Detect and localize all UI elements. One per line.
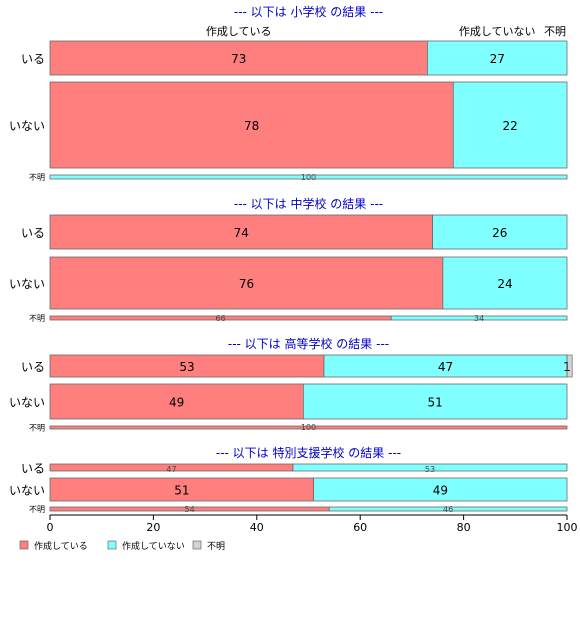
panel-title: --- 以下は 高等学校 の結果 --- [228, 336, 389, 351]
bar-frame [49, 174, 568, 180]
data-label: 51 [174, 484, 189, 498]
legend-swatch [192, 540, 202, 550]
bar-segment [432, 214, 568, 250]
x-tick-label: 60 [353, 521, 367, 534]
bar-segment [452, 81, 568, 169]
bar-frame [49, 425, 568, 430]
data-label: 34 [474, 314, 484, 323]
row-label: いない [9, 484, 45, 498]
data-label: 49 [433, 484, 448, 498]
column-header-label: 作成していない [459, 25, 536, 38]
data-label: 76 [239, 277, 254, 291]
data-label: 53 [179, 360, 194, 374]
panel-title: --- 以下は 中学校 の結果 --- [234, 196, 383, 211]
panel-title: --- 以下は 小学校 の結果 --- [234, 4, 383, 19]
bar-segment [49, 214, 433, 250]
column-header-label: 作成している [206, 25, 272, 38]
row-label: 不明 [29, 424, 45, 433]
data-label: 51 [428, 396, 443, 410]
bar-frame [49, 315, 568, 321]
data-label: 73 [231, 52, 246, 66]
row-label: いない [9, 396, 45, 410]
row-label: いる [21, 360, 45, 374]
row-label: いる [21, 226, 45, 240]
bar-segment [49, 256, 444, 310]
data-label: 100 [301, 423, 316, 432]
legend-label: 不明 [207, 541, 225, 552]
row-label: 不明 [29, 505, 45, 514]
data-label: 47 [166, 465, 176, 474]
data-label: 66 [216, 314, 226, 323]
data-label: 47 [438, 360, 453, 374]
legend-label: 作成している [34, 540, 88, 552]
column-header-label: 不明 [544, 25, 566, 38]
bar-frame [49, 256, 568, 310]
row-label: いない [9, 277, 45, 291]
data-label: 24 [497, 277, 512, 291]
bar-frame [49, 214, 568, 250]
row-label: 不明 [29, 173, 45, 182]
data-label: 78 [244, 119, 259, 133]
data-label: 100 [301, 173, 316, 182]
row-label: いない [9, 119, 45, 133]
data-label: 26 [492, 226, 507, 240]
data-label: 54 [184, 505, 194, 514]
row-label: いる [21, 52, 45, 66]
bar-frame [49, 354, 568, 378]
data-label: 49 [169, 396, 184, 410]
bar-frame [49, 477, 568, 502]
bar-frame [49, 383, 568, 420]
legend-swatch [107, 540, 117, 550]
data-label: 22 [502, 119, 517, 133]
legend-swatch [19, 540, 29, 550]
bar-frame [49, 463, 568, 472]
x-tick-label: 20 [146, 521, 160, 534]
bar-frame [49, 40, 568, 76]
panel-title: --- 以下は 特別支援学校 の結果 --- [216, 445, 401, 460]
x-tick-label: 40 [250, 521, 264, 534]
data-label: 53 [425, 465, 435, 474]
bar-segment [49, 40, 428, 76]
data-label: 46 [443, 505, 453, 514]
row-label: 不明 [29, 314, 45, 323]
data-label: 74 [234, 226, 249, 240]
data-label: 27 [490, 52, 505, 66]
bar-segment [442, 256, 568, 310]
bar-segment [427, 40, 568, 76]
bar-segment [303, 383, 568, 420]
legend-label: 作成していない [122, 540, 185, 552]
x-tick-label: 100 [557, 521, 578, 534]
row-label: いる [21, 462, 45, 476]
x-tick-label: 80 [457, 521, 471, 534]
bar-frame [49, 81, 568, 169]
x-tick-label: 0 [47, 521, 54, 534]
bar-frame [49, 506, 568, 512]
